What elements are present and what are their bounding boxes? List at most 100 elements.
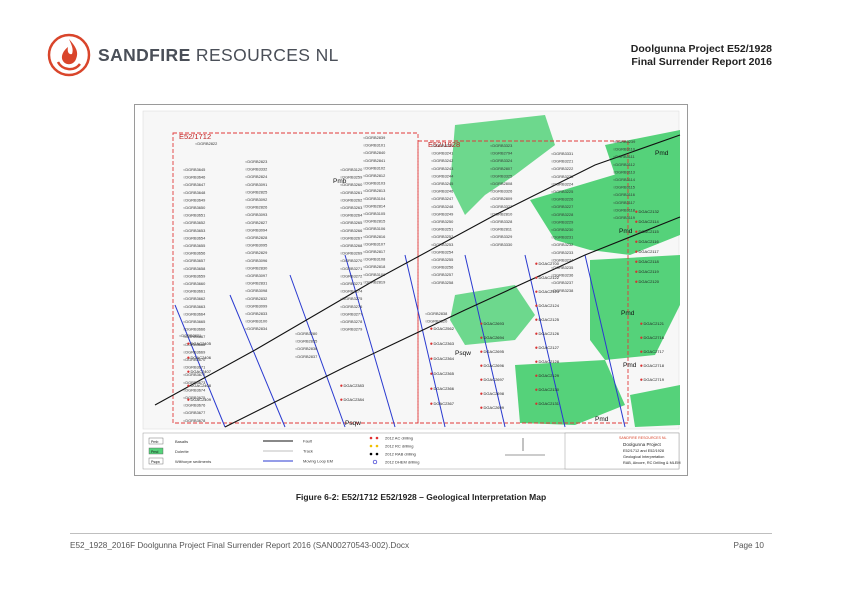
geology-unit-label: Psqw bbox=[345, 420, 361, 427]
legend-drill-symbol bbox=[375, 444, 379, 448]
aircore-hole-label: ● DGAC2384 bbox=[340, 397, 365, 402]
drill-hole-label: ○DGRB3667 bbox=[183, 334, 205, 339]
drill-hole-label: ○DGRB3227 bbox=[551, 204, 573, 209]
drill-hole-label: ○DGRB3254 bbox=[431, 249, 454, 254]
drill-hole-label: ○DGRB3112 bbox=[613, 162, 635, 167]
drill-hole-label: ○DGRB2807 bbox=[490, 166, 512, 171]
aircore-hole-marker bbox=[635, 270, 638, 273]
drill-hole-label: ○DGRB2827 bbox=[245, 220, 267, 225]
aircore-hole-marker bbox=[480, 378, 483, 381]
drill-hole-label: ○DGRB2808 bbox=[490, 181, 512, 186]
aircore-hole-labels: ● DGAC2405 ● DGAC2406 ● DGAC2407 ● DGAC2408… bbox=[187, 209, 665, 410]
drill-hole-label: ○DGRB2817 bbox=[363, 249, 385, 254]
legend-drill-symbol bbox=[372, 459, 378, 465]
aircore-hole-label: ● DGAC2115 bbox=[635, 229, 659, 234]
drill-hole-label: ○DGRB3238 bbox=[551, 288, 573, 293]
aircore-hole-label: ● DGAC2696 bbox=[480, 363, 505, 368]
geology-unit-label: Psqw bbox=[455, 350, 471, 357]
drill-hole-label: ○DGRB3327 bbox=[490, 204, 512, 209]
drill-hole-label: ○DGRB3332 bbox=[245, 167, 267, 172]
geology-unit-label: Pmb bbox=[333, 178, 347, 185]
aircore-hole-marker bbox=[187, 398, 190, 401]
drill-hole-label: ○DGRB2814 bbox=[363, 203, 386, 208]
legend-unit-name: Basalts bbox=[175, 439, 188, 444]
drill-hole-label: ○DGRB3664 bbox=[183, 311, 206, 316]
drill-hole-label: ○DGRB3091 bbox=[245, 182, 267, 187]
drill-hole-label: ○DGRB3674 bbox=[183, 387, 206, 392]
drill-hole-label: ○DGRB3234 bbox=[551, 257, 574, 262]
drill-hole-label: ○DGRB3096 bbox=[245, 258, 267, 263]
em-line bbox=[344, 254, 396, 428]
drill-hole-label: ○DGRB3100 bbox=[245, 319, 268, 324]
drill-hole-label: ○DGRB2794 bbox=[490, 151, 513, 156]
drill-hole-label: ○DGRB3325 bbox=[490, 173, 512, 178]
aircore-hole-marker bbox=[430, 372, 433, 375]
drill-hole-label: ○DGRB3671 bbox=[183, 365, 205, 370]
drill-hole-label: ○DGRB3223 bbox=[551, 174, 573, 179]
drill-hole-label: ○DGRB3099 bbox=[245, 303, 267, 308]
drill-hole-label: ○DGRB3095 bbox=[245, 243, 267, 248]
footer-page-number: Page 10 bbox=[733, 541, 764, 550]
legend-drill-name: 2012 DHEM drilling bbox=[385, 460, 419, 465]
aircore-hole-label: ● DGAC2716 bbox=[640, 335, 665, 340]
drill-hole-label: ○DGRB2810 bbox=[490, 211, 513, 216]
aircore-hole-label: ● DGAC2409 bbox=[187, 397, 212, 402]
drill-hole-label: ○DGRB3255 bbox=[431, 257, 453, 262]
drill-hole-label: ○DGRB2836 bbox=[295, 346, 317, 351]
drill-hole-label: ○DGRB2813 bbox=[363, 188, 385, 193]
drill-hole-label: ○DGRB3329 bbox=[490, 234, 512, 239]
drill-hole-label: ○DGRB3672 bbox=[183, 372, 205, 377]
legend-unit-code: Pmb bbox=[151, 440, 158, 444]
aircore-hole-marker bbox=[535, 360, 538, 363]
aircore-hole-marker bbox=[635, 230, 638, 233]
drill-hole-label: ○DGRB3229 bbox=[551, 219, 573, 224]
drill-hole-label: ○DGRB3328 bbox=[490, 219, 512, 224]
aircore-hole-label: ● DGAC2119 bbox=[635, 269, 659, 274]
aircore-hole-label: ● DGAC2123 bbox=[535, 289, 560, 294]
drill-hole-label: ○DGRB3098 bbox=[245, 288, 267, 293]
dolerite-band-central bbox=[450, 115, 555, 215]
drill-hole-label: ○DGRB3654 bbox=[183, 235, 206, 240]
drill-hole-label: ○DGRB3244 bbox=[431, 173, 454, 178]
drill-hole-label: ○DGRB3252 bbox=[431, 234, 453, 239]
drill-hole-label: ○DGRB3649 bbox=[183, 197, 205, 202]
drill-hole-label: ○DGRB3266 bbox=[340, 228, 362, 233]
aircore-hole-marker bbox=[340, 384, 343, 387]
legend-unit-code: Pmd bbox=[151, 450, 158, 454]
drill-hole-label: ○DGRB2820 bbox=[425, 319, 448, 324]
drill-hole-label: ○DGRB3647 bbox=[183, 182, 205, 187]
aircore-hole-marker bbox=[640, 364, 643, 367]
drill-hole-label: ○DGRB3249 bbox=[431, 211, 453, 216]
drill-hole-label: ○DGRB3106 bbox=[363, 226, 385, 231]
drill-hole-label: ○DGRB3111 bbox=[613, 154, 635, 159]
geology-unit-label: Pmd bbox=[619, 228, 633, 235]
aircore-hole-marker bbox=[187, 384, 190, 387]
tenement-label-e52-1712: E52/1712 bbox=[179, 132, 211, 141]
drill-hole-label: ○DGRB2816 bbox=[363, 234, 385, 239]
drill-hole-label: ○DGRB3274 bbox=[340, 289, 363, 294]
legend-unit-name: Wilthorpe sediments bbox=[175, 459, 211, 464]
em-line bbox=[584, 254, 626, 428]
drill-hole-label: ○DGRB3656 bbox=[183, 251, 205, 256]
em-line bbox=[404, 254, 446, 428]
drill-hole-label: ○DGRB3652 bbox=[183, 220, 205, 225]
aircore-hole-label: ● DGAC2700 bbox=[535, 261, 560, 266]
drill-hole-label: ○DGRB3673 bbox=[183, 380, 205, 385]
aircore-hole-label: ● DGAC2693 bbox=[480, 321, 505, 326]
em-line bbox=[464, 254, 506, 428]
aircore-hole-marker bbox=[430, 387, 433, 390]
dolerite-band-south bbox=[450, 285, 535, 345]
aircore-hole-label: ● DGAC2127 bbox=[535, 345, 560, 350]
em-line bbox=[289, 274, 346, 428]
drill-hole-label: ○DGRB3253 bbox=[431, 242, 453, 247]
legend-drill-name: 2012 RAB drilling bbox=[385, 452, 416, 457]
drill-hole-label: ○DGRB3102 bbox=[363, 165, 385, 170]
drill-hole-label: ○DGRB3670 bbox=[183, 357, 206, 362]
drill-hole-label: ○DGRB3323 bbox=[490, 143, 512, 148]
legend-geology-units: Pmb Basalts Pmd Dolerite Psqw Wilthorpe sedim… bbox=[148, 437, 211, 465]
drill-hole-label: ○DGRB3228 bbox=[551, 212, 573, 217]
drill-hole-label: ○DGRB3261 bbox=[340, 190, 362, 195]
drill-hole-label: ○DGRB3668 bbox=[183, 342, 205, 347]
aircore-hole-label: ● DGAC2698 bbox=[480, 391, 505, 396]
legend-line-name: Track bbox=[303, 449, 313, 454]
